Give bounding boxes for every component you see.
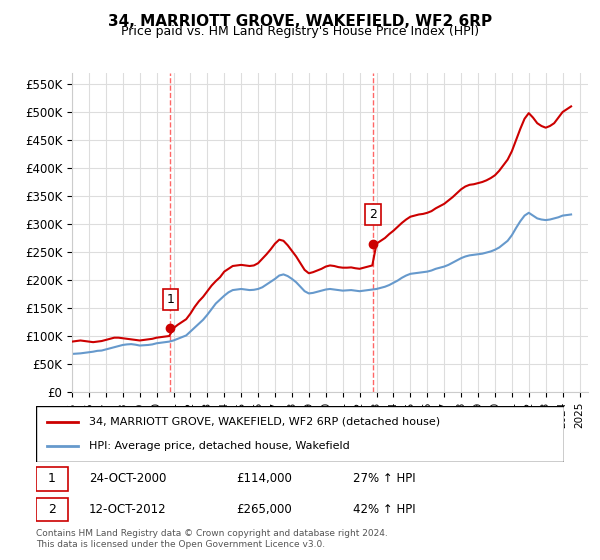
FancyBboxPatch shape [36,406,564,462]
Text: £114,000: £114,000 [236,473,293,486]
Text: 34, MARRIOTT GROVE, WAKEFIELD, WF2 6RP: 34, MARRIOTT GROVE, WAKEFIELD, WF2 6RP [108,14,492,29]
Text: 12-OCT-2012: 12-OCT-2012 [89,503,166,516]
Text: HPI: Average price, detached house, Wakefield: HPI: Average price, detached house, Wake… [89,441,350,451]
Text: Contains HM Land Registry data © Crown copyright and database right 2024.
This d: Contains HM Land Registry data © Crown c… [36,529,388,549]
Text: 27% ↑ HPI: 27% ↑ HPI [353,473,415,486]
Text: £265,000: £265,000 [236,503,292,516]
FancyBboxPatch shape [36,498,68,521]
Text: 2: 2 [48,503,56,516]
Text: Price paid vs. HM Land Registry's House Price Index (HPI): Price paid vs. HM Land Registry's House … [121,25,479,38]
Text: 42% ↑ HPI: 42% ↑ HPI [353,503,415,516]
Text: 1: 1 [166,293,174,306]
Text: 2: 2 [369,208,377,221]
Text: 1: 1 [48,473,56,486]
Text: 34, MARRIOTT GROVE, WAKEFIELD, WF2 6RP (detached house): 34, MARRIOTT GROVE, WAKEFIELD, WF2 6RP (… [89,417,440,427]
Text: 24-OCT-2000: 24-OCT-2000 [89,473,166,486]
FancyBboxPatch shape [36,467,68,491]
